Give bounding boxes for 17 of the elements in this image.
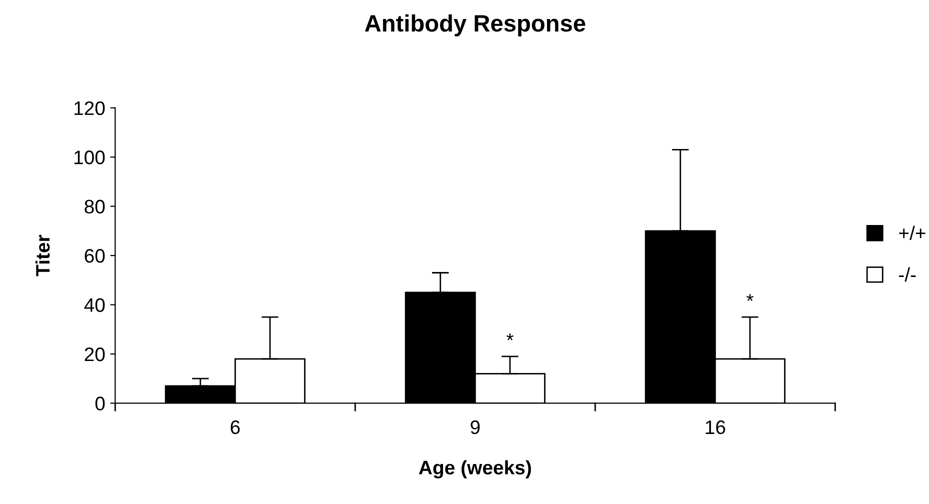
legend-label: +/+ [899,226,926,240]
x-tick-label: 9 [470,420,480,434]
y-axis-title: Titer [35,234,50,276]
y-tick-label: 80 [84,200,105,214]
y-tick-label: 120 [74,101,105,116]
y-tick-label: 0 [95,396,105,410]
annotation: * [506,333,514,340]
x-tick-label: 6 [230,420,240,434]
x-tick-label: 16 [706,420,726,434]
y-tick-label: 100 [74,150,105,164]
chart-title: Antibody Response [364,14,586,36]
y-tick-label: 20 [84,347,105,362]
y-tick-label: 60 [84,248,105,263]
x-axis-title: Age (weeks) [418,460,531,478]
annotation: * [746,294,754,301]
legend-label: -/- [899,267,916,282]
y-tick-label: 40 [84,298,105,312]
